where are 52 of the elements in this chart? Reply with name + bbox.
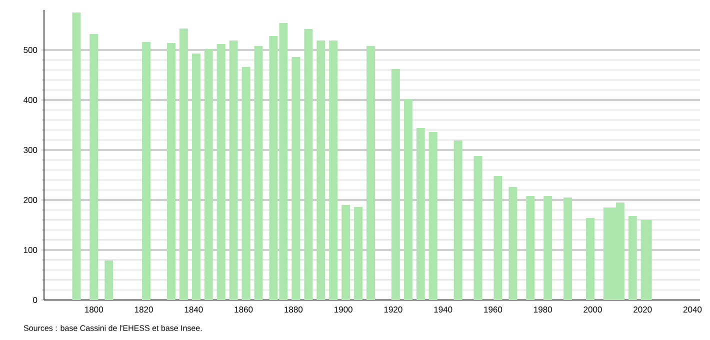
bar bbox=[179, 28, 188, 300]
x-tick-label: 1880 bbox=[284, 306, 303, 313]
y-tick-label: 400 bbox=[23, 96, 38, 103]
bar bbox=[90, 34, 98, 300]
bar bbox=[354, 206, 363, 300]
bar bbox=[366, 46, 375, 300]
bar bbox=[242, 66, 250, 300]
bar bbox=[404, 98, 412, 300]
bar bbox=[428, 132, 438, 300]
bar bbox=[166, 42, 176, 300]
bar bbox=[628, 216, 637, 300]
bar bbox=[391, 68, 400, 300]
x-tick-label: 2040 bbox=[683, 306, 702, 313]
y-tick-label: 300 bbox=[24, 146, 38, 153]
x-tick-label: 1860 bbox=[234, 306, 253, 313]
bar bbox=[564, 197, 572, 300]
bar bbox=[454, 140, 462, 300]
x-tick-label: 2000 bbox=[584, 306, 602, 313]
bar bbox=[329, 40, 338, 300]
bar bbox=[204, 48, 213, 300]
bar bbox=[192, 53, 200, 300]
x-tick-label: 1920 bbox=[384, 306, 402, 313]
bar bbox=[304, 28, 313, 300]
bar bbox=[494, 176, 502, 300]
x-tick-label: 1800 bbox=[85, 306, 104, 313]
x-tick-label: 1820 bbox=[134, 306, 153, 313]
bar bbox=[544, 196, 552, 300]
x-tick-label: 1940 bbox=[434, 306, 452, 313]
x-tick-label: 1960 bbox=[484, 306, 502, 313]
bar bbox=[229, 40, 238, 300]
x-tick-label: 1980 bbox=[534, 306, 552, 313]
bar bbox=[316, 40, 326, 300]
bar bbox=[142, 42, 151, 300]
bar bbox=[342, 204, 350, 300]
x-tick-label: 2020 bbox=[634, 306, 652, 313]
bar bbox=[586, 218, 594, 300]
bar bbox=[72, 12, 81, 300]
y-tick-label: 0 bbox=[33, 296, 38, 303]
bar bbox=[104, 260, 114, 300]
x-tick-label: 1840 bbox=[184, 306, 203, 313]
y-tick-label: 200 bbox=[24, 196, 38, 203]
y-tick-label: 500 bbox=[24, 46, 38, 53]
bar bbox=[416, 128, 425, 300]
x-tick-label: 1900 bbox=[334, 306, 352, 313]
bar bbox=[474, 156, 482, 300]
bar bbox=[216, 44, 226, 300]
bar bbox=[526, 196, 535, 300]
bar bbox=[508, 186, 518, 300]
bar bbox=[292, 56, 300, 300]
source-note: Sources : base Cassini de l'EHESS et base Insee. bbox=[24, 325, 202, 331]
bar bbox=[254, 46, 263, 300]
y-tick-label: 100 bbox=[24, 246, 38, 253]
